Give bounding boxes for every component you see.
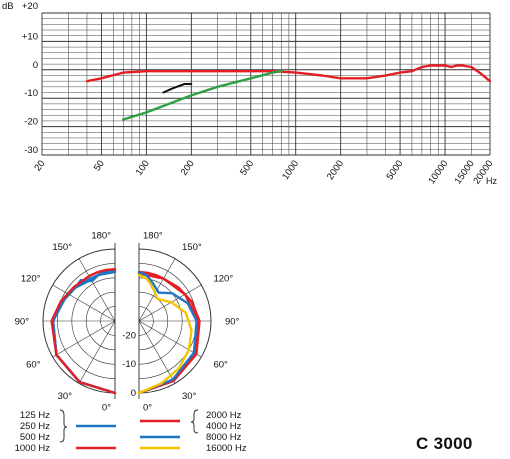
polar-angle-label: 180° (143, 231, 163, 242)
polar-radial-label: 0 (131, 388, 136, 399)
polar-spoke (138, 320, 176, 384)
polar-angle-label: 0° (143, 403, 152, 414)
legend-label-right: 16000 Hz (206, 443, 247, 454)
legend-brace-right (190, 409, 199, 434)
polar-spoke (138, 320, 202, 358)
polar-angle-label: 30° (58, 391, 73, 402)
polar-angle-label: 180° (91, 231, 111, 242)
legend-label-right: 4000 Hz (206, 421, 242, 432)
y-tick-label: +10 (22, 31, 38, 42)
polar-angle-label: 150° (182, 242, 202, 253)
x-tick-label: 100 (134, 158, 152, 177)
x-tick-label: 200 (179, 158, 197, 177)
polar-radial-label: -10 (122, 359, 136, 370)
polar-curve-right-2 (137, 272, 200, 395)
polar-angle-label: 90° (225, 317, 240, 328)
x-tick-label: 2000 (325, 158, 346, 182)
polar-spoke (52, 320, 116, 358)
polar-radial-label: -20 (122, 330, 136, 341)
model-name: C 3000 (416, 434, 473, 453)
polar-curve-right-4 (137, 273, 193, 395)
polar-angle-label: 60° (26, 360, 41, 371)
y-axis-label: dB (2, 1, 14, 12)
polar-angle-label: 60° (213, 360, 228, 371)
x-tick-label: 5000 (384, 158, 405, 182)
legend-label-left: 1000 Hz (15, 443, 51, 454)
legend-brace-left (59, 409, 68, 443)
x-tick-label: 10000 (426, 158, 450, 186)
x-tick-label: 20 (32, 158, 47, 173)
x-tick-label: 1000 (280, 158, 301, 182)
x-axis-unit-label: Hz (486, 176, 497, 186)
polar-angle-label: 150° (52, 242, 72, 253)
frequency-curve-2 (121, 69, 283, 121)
y-tick-label: 0 (33, 60, 38, 71)
y-tick-label: +20 (22, 1, 38, 12)
x-tick-label: 50 (92, 158, 107, 173)
polar-spoke (78, 320, 116, 384)
polar-angle-label: 0° (102, 403, 111, 414)
legend-label-right: 8000 Hz (206, 432, 242, 443)
frequency-curve-1 (85, 64, 492, 83)
polar-angle-label: 90° (15, 317, 30, 328)
polar-angle-label: 120° (213, 274, 233, 285)
y-tick-label: -30 (24, 145, 38, 156)
x-tick-label: 500 (238, 158, 256, 177)
frequency-curve-3 (162, 83, 193, 94)
polar-curve-right-3 (137, 270, 198, 395)
polar-spoke (78, 258, 116, 322)
legend-label-left: 500 Hz (20, 432, 50, 443)
legend-label-right: 2000 Hz (206, 410, 242, 421)
y-tick-label: -10 (24, 88, 38, 99)
legend-label-left: 250 Hz (20, 421, 50, 432)
polar-angle-label: 120° (21, 274, 41, 285)
polar-pattern-chart: 180° 150° 120° 90° 60° 30° 0° 180° 150° 120° 90° 60… (15, 231, 240, 414)
polar-angle-label: 30° (182, 391, 197, 402)
frequency-response-chart: +20 +10 0 -10 -20 -30 dB 20 50 100 200 500 1000 2000 5… (2, 1, 497, 186)
polar-curve-left-4 (50, 268, 117, 395)
y-tick-label: -20 (24, 117, 38, 128)
legend-label-left: 125 Hz (20, 410, 50, 421)
polar-spoke (52, 284, 116, 322)
